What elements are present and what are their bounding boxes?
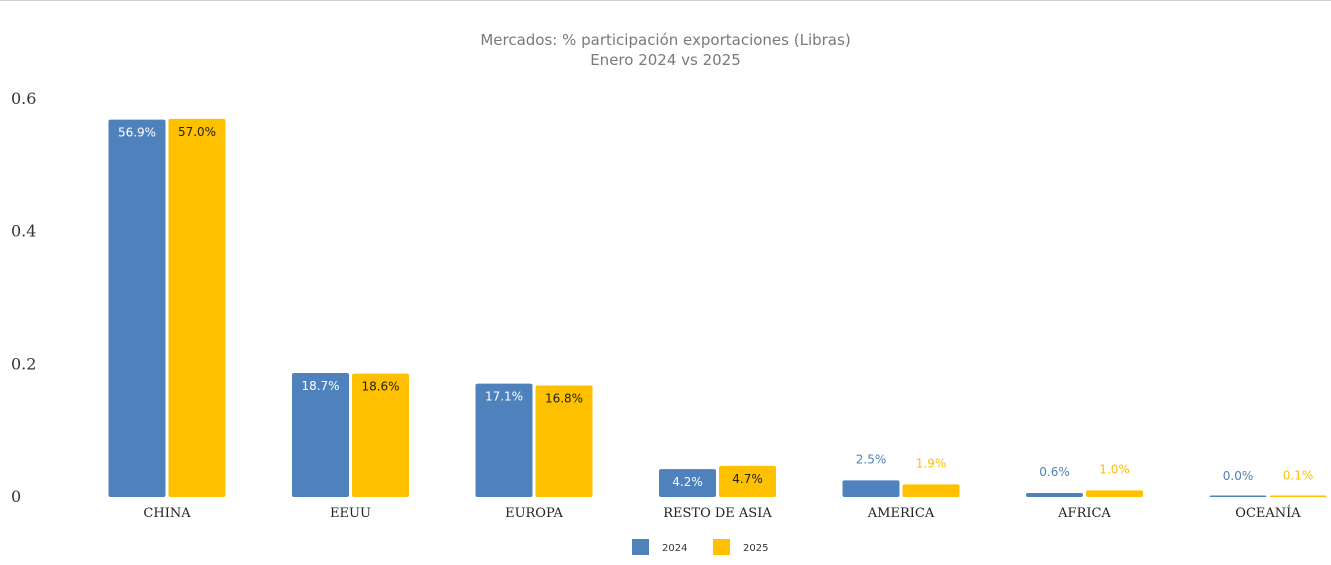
category-label: AMERICA bbox=[867, 506, 935, 521]
legend-label: 2024 bbox=[662, 543, 687, 554]
top-border bbox=[0, 0, 1331, 1]
category-label: EEUU bbox=[330, 506, 371, 521]
legend-swatch-2025 bbox=[713, 539, 730, 555]
data-label: 2.5% bbox=[856, 452, 887, 466]
y-tick-label: 0.6 bbox=[11, 89, 36, 108]
y-tick-label: 0.2 bbox=[11, 354, 36, 373]
category-label: RESTO DE ASIA bbox=[663, 506, 772, 521]
bar-2024-2 bbox=[475, 383, 533, 497]
data-label: 18.7% bbox=[301, 379, 339, 393]
data-label: 18.6% bbox=[361, 380, 399, 394]
bar-2024-3 bbox=[659, 469, 716, 497]
data-label: 17.1% bbox=[485, 390, 523, 404]
data-label: 16.8% bbox=[545, 392, 583, 406]
data-label: 0.0% bbox=[1223, 469, 1254, 483]
data-label: 4.2% bbox=[672, 475, 703, 489]
legend-label: 2025 bbox=[743, 543, 768, 554]
bar-2025-0 bbox=[168, 118, 226, 498]
data-label: 0.6% bbox=[1039, 465, 1070, 479]
data-label: 0.1% bbox=[1283, 468, 1314, 482]
category-label: CHINA bbox=[143, 506, 191, 521]
bar-2025-6 bbox=[1269, 495, 1327, 497]
y-tick-label: 0.4 bbox=[11, 222, 36, 241]
category-label: AFRICA bbox=[1057, 506, 1111, 521]
bar-2025-4 bbox=[902, 484, 960, 497]
y-tick-label: 0 bbox=[11, 487, 21, 506]
bar-2024-5 bbox=[1026, 493, 1083, 497]
bar-2024-6 bbox=[1209, 495, 1267, 497]
data-label: 56.9% bbox=[118, 126, 156, 140]
data-label: 4.7% bbox=[732, 472, 763, 486]
legend-swatch-2024 bbox=[632, 539, 649, 555]
bar-2024-0 bbox=[108, 119, 166, 498]
bar-2025-5 bbox=[1086, 490, 1143, 497]
bar-2025-2 bbox=[535, 385, 593, 497]
chart-subtitle: Enero 2024 vs 2025 bbox=[590, 51, 741, 69]
bar-2024-1 bbox=[292, 372, 349, 497]
bar-2024-4 bbox=[842, 480, 900, 497]
data-label: 1.9% bbox=[916, 456, 947, 470]
category-label: EUROPA bbox=[505, 506, 563, 521]
bar-2025-3 bbox=[719, 465, 776, 497]
bar-2025-1 bbox=[352, 373, 409, 497]
data-label: 1.0% bbox=[1099, 462, 1130, 476]
data-label: 57.0% bbox=[178, 125, 216, 139]
category-label: OCEANÍA bbox=[1235, 505, 1301, 521]
chart-title: Mercados: % participación exportaciones … bbox=[480, 31, 851, 49]
